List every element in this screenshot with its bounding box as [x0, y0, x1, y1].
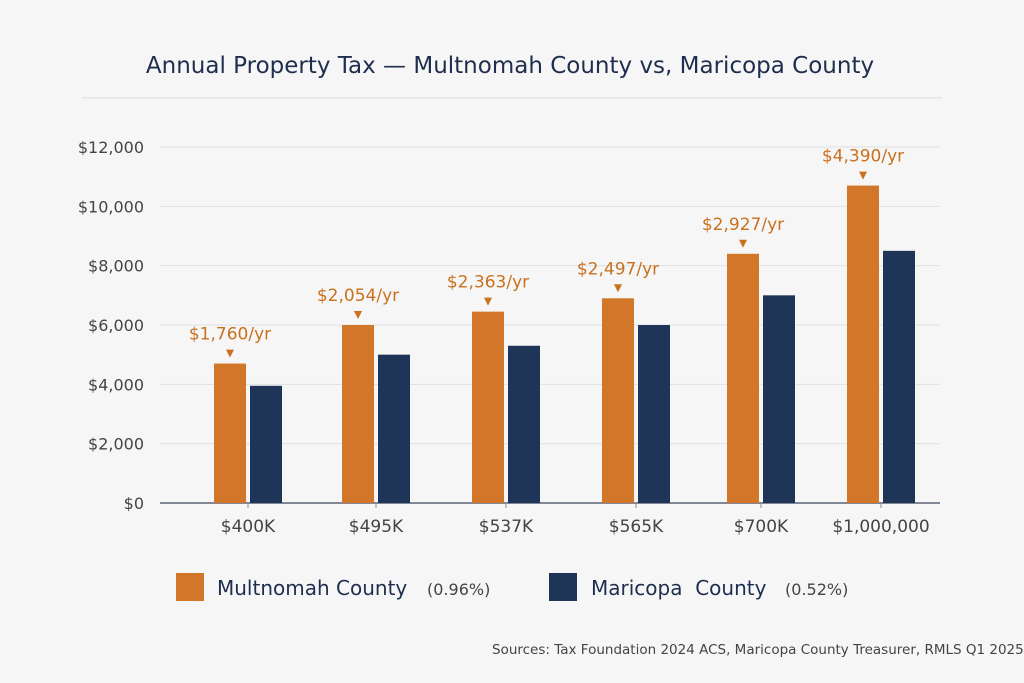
pointer-arrow-icon: [484, 297, 492, 306]
data-label: $4,390/yr: [822, 147, 904, 167]
data-label: $2,363/yr: [447, 273, 529, 293]
legend-swatch-maricopa: [549, 573, 577, 601]
legend-note-maricopa: (0.52%): [785, 580, 848, 599]
bar-maricopa: [508, 345, 540, 503]
pointer-arrow-icon: [354, 311, 362, 319]
bar-multnomah: [342, 325, 374, 503]
y-tick-label: $0: [124, 494, 144, 513]
pointer-arrow-icon: [739, 239, 747, 248]
y-tick-label: $6,000: [88, 316, 144, 335]
x-tick-label: $400K: [221, 517, 276, 537]
pointer-arrow-icon: [614, 284, 622, 293]
bar-maricopa: [378, 354, 410, 503]
data-label: $2,927/yr: [702, 215, 784, 235]
bar-multnomah: [847, 185, 879, 504]
legend-swatch-multnomah: [176, 573, 204, 601]
bar-maricopa: [763, 295, 795, 503]
x-tick-label: $700K: [734, 517, 789, 537]
data-label: $2,497/yr: [577, 259, 659, 279]
data-label: $1,760/yr: [189, 325, 271, 345]
data-labels: $1,760/yr $2,054/yr $2,363/yr $2,497/yr $2,9…: [189, 147, 904, 358]
y-axis: $0 $2,000 $4,000 $6,000 $8,000 $10,000 $12,000: [78, 138, 144, 513]
y-tick-label: $4,000: [88, 375, 144, 394]
x-tick-label: $495K: [349, 517, 404, 537]
bar-multnomah: [602, 298, 634, 503]
x-tick-label: $1,000,000: [832, 517, 929, 537]
grid: [160, 146, 940, 504]
bar-multnomah: [472, 311, 504, 503]
legend: Multnomah County (0.96%) Maricopa County…: [176, 573, 848, 601]
bar-multnomah: [214, 363, 246, 503]
legend-note-multnomah: (0.96%): [427, 580, 490, 599]
bar-multnomah: [727, 253, 759, 503]
x-tick-label: $565K: [609, 517, 664, 537]
bar-maricopa: [883, 250, 915, 503]
x-tick-label: $537K: [479, 517, 534, 537]
bars: [214, 185, 915, 504]
y-tick-label: $10,000: [78, 197, 144, 216]
bar-maricopa: [638, 325, 670, 503]
chart-title: Annual Property Tax — Multnomah County v…: [146, 53, 874, 79]
pointer-arrow-icon: [859, 171, 867, 180]
y-tick-label: $2,000: [88, 435, 144, 454]
data-label: $2,054/yr: [317, 286, 399, 306]
y-tick-label: $12,000: [78, 138, 144, 157]
legend-label-maricopa: Maricopa County: [591, 576, 767, 600]
pointer-arrow-icon: [226, 349, 234, 358]
source-note: Sources: Tax Foundation 2024 ACS, Marico…: [492, 642, 1024, 658]
legend-label-multnomah: Multnomah County: [217, 576, 407, 600]
bar-maricopa: [250, 385, 282, 503]
y-tick-label: $8,000: [88, 257, 144, 276]
x-axis: $400K $495K $537K $565K $700K $1,000,000: [221, 503, 930, 537]
